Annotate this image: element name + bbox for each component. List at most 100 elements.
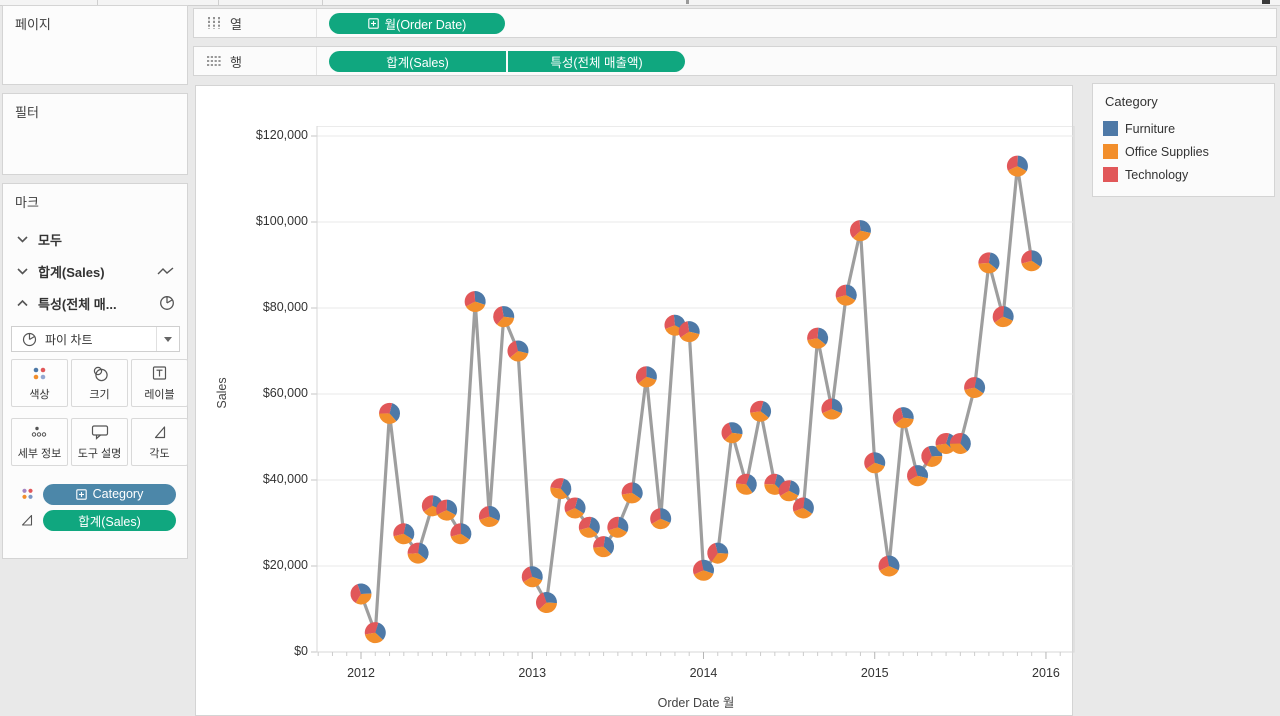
pie-marker[interactable] — [778, 480, 800, 502]
pie-marker[interactable] — [692, 559, 714, 581]
y-tick-label: $100,000 — [255, 214, 308, 228]
pie-marker[interactable] — [1021, 250, 1043, 272]
pie-marker[interactable] — [892, 407, 914, 429]
pie-marker[interactable] — [507, 340, 529, 362]
pill-label: Category — [92, 487, 144, 501]
pie-marker[interactable] — [464, 291, 486, 313]
x-tick-label: 2013 — [518, 666, 547, 680]
divider — [322, 0, 323, 5]
pie-chart-icon — [159, 295, 175, 311]
pie-marker[interactable] — [578, 516, 600, 538]
columns-shelf[interactable]: 열 월(Order Date) — [193, 8, 1277, 38]
pie-marker[interactable] — [1006, 155, 1028, 177]
marks-row-property-total-sales[interactable]: 특성(전체 매... — [3, 288, 189, 318]
size-button[interactable]: 크기 — [71, 359, 128, 407]
pie-marker[interactable] — [536, 592, 558, 614]
pie-marker[interactable] — [521, 566, 543, 588]
columns-icon — [206, 16, 222, 30]
marks-card: 마크 모두 합계(Sales) 특성(전체 매... — [2, 183, 188, 559]
expand-plus-icon[interactable] — [367, 17, 379, 29]
chevron-up-icon[interactable] — [17, 299, 28, 307]
mark-type-value: 파이 차트 — [45, 332, 93, 347]
divider — [316, 47, 317, 75]
y-tick-label: $80,000 — [262, 300, 308, 314]
pie-marker[interactable] — [821, 398, 843, 420]
pie-marker[interactable] — [650, 508, 672, 530]
category-legend[interactable]: Category Furniture Office Supplies Technol… — [1092, 83, 1275, 197]
pill-property-total-sales[interactable]: 특성(전체 매출액) — [508, 50, 685, 72]
legend-item[interactable]: Office Supplies — [1093, 140, 1274, 163]
plot-svg[interactable] — [307, 126, 1084, 668]
pie-marker[interactable] — [864, 452, 886, 474]
columns-shelf-label: 열 — [230, 16, 242, 32]
top-cutoff-strip — [0, 0, 1280, 6]
chevron-down-icon[interactable] — [17, 267, 28, 275]
tooltip-button[interactable]: 도구 설명 — [71, 418, 128, 466]
pie-marker[interactable] — [393, 523, 415, 545]
y-tick-label: $120,000 — [255, 128, 308, 142]
pill-month-order-date[interactable]: 월(Order Date) — [329, 12, 505, 34]
pie-marker[interactable] — [849, 220, 871, 242]
chart-area[interactable]: Sales $0 $20,000 $40,000 $60,000 $80,000 $100… — [195, 85, 1075, 716]
filters-shelf[interactable]: 필터 — [2, 93, 188, 175]
pie-marker[interactable] — [478, 506, 500, 528]
pie-marker[interactable] — [635, 366, 657, 388]
pill-sum-sales-rows[interactable]: 합계(Sales) — [329, 50, 506, 72]
pie-marker[interactable] — [493, 306, 515, 328]
legend-title: Category — [1105, 94, 1158, 109]
pie-marker[interactable] — [750, 400, 772, 422]
pie-marker[interactable] — [721, 422, 743, 444]
pill-category[interactable]: Category — [43, 483, 176, 505]
angle-button[interactable]: 각도 — [131, 418, 188, 466]
mark-type-dropdown[interactable]: 파이 차트 — [11, 326, 180, 352]
pie-marker[interactable] — [878, 555, 900, 577]
x-tick-label: 2012 — [347, 666, 375, 680]
pie-marker[interactable] — [379, 402, 401, 424]
marks-row-all[interactable]: 모두 — [3, 224, 189, 254]
label-button[interactable]: 레이블 — [131, 359, 188, 407]
pie-marker[interactable] — [835, 284, 857, 306]
pie-marker[interactable] — [450, 523, 472, 545]
pie-marker[interactable] — [678, 321, 700, 343]
legend-items: Furniture Office Supplies Technology — [1093, 117, 1274, 186]
angle-button-label: 각도 — [149, 448, 170, 460]
marks-card-title: 마크 — [15, 195, 39, 210]
legend-label: Furniture — [1125, 121, 1176, 136]
pie-marker[interactable] — [792, 497, 814, 519]
marks-row-label: 모두 — [38, 232, 62, 248]
pie-marker[interactable] — [550, 478, 572, 500]
chevron-down-icon[interactable] — [17, 235, 28, 243]
pie-marker[interactable] — [735, 473, 757, 495]
pie-marker[interactable] — [921, 445, 943, 467]
pie-marker[interactable] — [607, 516, 629, 538]
color-button[interactable]: 색상 — [11, 359, 68, 407]
pie-marker[interactable] — [407, 542, 429, 564]
pie-marker[interactable] — [964, 377, 986, 399]
pie-marker[interactable] — [593, 536, 615, 558]
pages-shelf-title: 페이지 — [15, 17, 51, 32]
pie-marker[interactable] — [807, 327, 829, 349]
pie-marker[interactable] — [992, 306, 1014, 328]
legend-swatch — [1103, 144, 1118, 159]
rows-shelf[interactable]: 행 합계(Sales) 특성(전체 매출액) — [193, 46, 1277, 76]
pie-marker[interactable] — [364, 622, 386, 644]
pie-marker[interactable] — [564, 497, 586, 519]
pie-marker[interactable] — [436, 499, 458, 521]
legend-item[interactable]: Furniture — [1093, 117, 1274, 140]
pill-sum-sales[interactable]: 합계(Sales) — [43, 509, 176, 531]
angle-icon[interactable] — [17, 513, 37, 527]
pie-marker[interactable] — [949, 432, 971, 454]
pie-marker[interactable] — [707, 542, 729, 564]
pie-marker[interactable] — [350, 583, 372, 605]
pages-shelf[interactable]: 페이지 — [2, 5, 188, 85]
color-dots-icon[interactable] — [17, 487, 37, 501]
marks-row-sum-sales[interactable]: 합계(Sales) — [3, 256, 189, 286]
pie-marker[interactable] — [621, 482, 643, 504]
pie-marker[interactable] — [907, 465, 929, 487]
pie-marker[interactable] — [978, 252, 1000, 274]
legend-item[interactable]: Technology — [1093, 163, 1274, 186]
detail-button[interactable]: 세부 정보 — [11, 418, 68, 466]
dropdown-caret-button[interactable] — [156, 327, 179, 351]
expand-plus-icon[interactable] — [75, 488, 87, 500]
